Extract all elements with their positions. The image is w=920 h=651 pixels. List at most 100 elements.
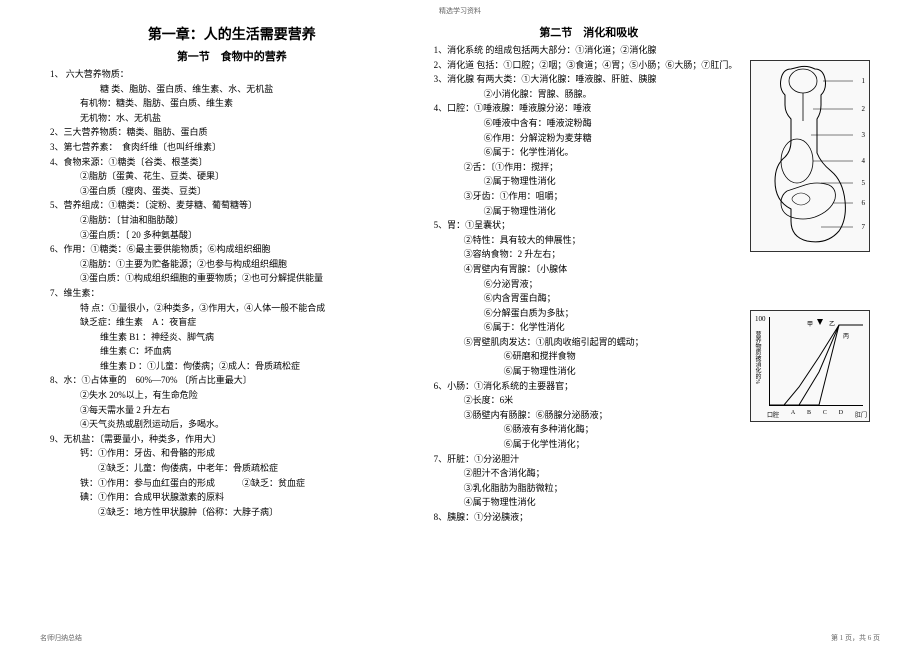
text-line: 3、第七营养素： 食肉纤维〔也叫纤维素〕 bbox=[50, 141, 414, 154]
text-line: ⑥肠液有多种消化酶； bbox=[434, 423, 744, 436]
text-line: 6、作用：①糖类：⑥最主要供能物质；⑥构成组织细胞 bbox=[50, 243, 414, 256]
text-line: 无机物：水、无机盐 bbox=[50, 112, 414, 125]
text-line: ②特性：具有较大的伸展性； bbox=[434, 234, 744, 247]
right-section-title: 第二节 消化和吸收 bbox=[434, 24, 744, 40]
page-container: 第一章：人的生活需要营养 第一节 食物中的营养 1、 六大营养物质： 糖 类、脂肪… bbox=[0, 16, 920, 526]
text-line: ②缺乏：儿童：佝偻病，中老年：骨质疏松症 bbox=[50, 462, 414, 475]
text-line: 2、消化道 包括：①口腔；②咽；③食道；④胃；⑤小肠；⑥大肠；⑦肛门。 bbox=[434, 59, 744, 72]
text-line: 有机物：糖类、脂肪、蛋白质、维生素 bbox=[50, 97, 414, 110]
text-line: 钙：①作用：牙齿、和骨骼的形成 bbox=[50, 447, 414, 460]
text-line: ②失水 20%以上，有生命危险 bbox=[50, 389, 414, 402]
text-line: 8、水：①占体重的 60%—70% 〔所占比重最大〕 bbox=[50, 374, 414, 387]
digestion-chart: 100 营养物质被消化的% 甲 乙 丙 口腔 A B C bbox=[750, 310, 870, 422]
text-line: ⑤胃壁肌肉发达：①肌肉收缩引起胃的蠕动； bbox=[434, 336, 744, 349]
text-line: ③蛋白质：〔 20 多种氨基酸〕 bbox=[50, 229, 414, 242]
text-line: ③蛋白质〔瘦肉、蛋类、豆类〕 bbox=[50, 185, 414, 198]
text-line: 7、维生素： bbox=[50, 287, 414, 300]
text-line: ⑥属于物理性消化 bbox=[434, 365, 744, 378]
text-line: ②脂肪：〔甘油和脂肪酸〕 bbox=[50, 214, 414, 227]
anatomy-label-3: 3 bbox=[862, 131, 866, 139]
xlabel: 口腔 bbox=[767, 410, 779, 419]
chart-letter-jia: 甲 bbox=[807, 319, 813, 328]
text-line: ②属于物理性消化 bbox=[434, 205, 744, 218]
right-column: 第二节 消化和吸收 1、消化系统 的组成包括两大部分：①消化道；②消化腺 2、消化… bbox=[424, 20, 880, 526]
xlabel: C bbox=[823, 410, 827, 419]
right-images: 1 2 3 4 5 6 7 100 营养物质被消化的% bbox=[744, 20, 870, 526]
anatomy-label-1: 1 bbox=[862, 77, 866, 85]
text-line: ②缺乏：地方性甲状腺肿〔俗称：大脖子病〕 bbox=[50, 506, 414, 519]
text-line: ②小消化腺：胃腺、肠腺。 bbox=[434, 88, 744, 101]
right-content: 1、消化系统 的组成包括两大部分：①消化道；②消化腺 2、消化道 包括：①口腔；②… bbox=[434, 44, 744, 524]
text-line: ⑥属于化学性消化； bbox=[434, 438, 744, 451]
anatomy-label-4: 4 bbox=[862, 157, 866, 165]
text-line: 1、 六大营养物质： bbox=[50, 68, 414, 81]
text-line: ③容纳食物：2 升左右； bbox=[434, 248, 744, 261]
footer: 名师归纳总结 第 1 页，共 6 页 bbox=[40, 633, 880, 643]
text-line: 3、消化腺 有两大类：①大消化腺：唾液腺、肝脏、胰腺 bbox=[434, 73, 744, 86]
text-line: 9、无机盐：〔需要量小，种类多，作用大〕 bbox=[50, 433, 414, 446]
text-line: ③肠壁内有肠腺：⑥肠腺分泌肠液； bbox=[434, 409, 744, 422]
text-line: ②长度：6米 bbox=[434, 394, 744, 407]
text-line: 4、口腔：①唾液腺：唾液腺分泌：唾液 bbox=[434, 102, 744, 115]
left-column: 第一章：人的生活需要营养 第一节 食物中的营养 1、 六大营养物质： 糖 类、脂肪… bbox=[40, 20, 424, 526]
text-line: ②胆汁不含消化酶； bbox=[434, 467, 744, 480]
text-line: 5、胃：①呈囊状； bbox=[434, 219, 744, 232]
xlabel: 肛门 bbox=[855, 410, 867, 419]
text-line: 碘：①作用：合成甲状腺激素的原料 bbox=[50, 491, 414, 504]
text-line: ④属于物理性消化 bbox=[434, 496, 744, 509]
chart-letter-yi: 乙 bbox=[829, 319, 835, 328]
text-line: 5、营养组成：①糖类：〔淀粉、麦芽糖、葡萄糖等〕 bbox=[50, 199, 414, 212]
anatomy-diagram: 1 2 3 4 5 6 7 bbox=[750, 60, 870, 252]
chapter-title: 第一章：人的生活需要营养 bbox=[50, 24, 414, 44]
text-line: ③蛋白质：①构成组织细胞的重要物质；②也可分解提供能量 bbox=[50, 272, 414, 285]
text-line: 维生素 B1 ：神经炎、脚气病 bbox=[50, 331, 414, 344]
text-line: ⑥分泌胃液； bbox=[434, 278, 744, 291]
xlabel: D bbox=[839, 410, 843, 419]
left-content: 1、 六大营养物质： 糖 类、脂肪、蛋白质、维生素、水、无机盐有机物：糖类、脂肪、… bbox=[50, 68, 414, 518]
text-line: 特 点：①量很小，②种类多，③作用大，④人体一般不能合成 bbox=[50, 302, 414, 315]
text-line: ④胃壁内有胃腺：〔小腺体 bbox=[434, 263, 744, 276]
text-line: 6、小肠：①消化系统的主要器官； bbox=[434, 380, 744, 393]
text-line: ⑥作用：分解淀粉为麦芽糖 bbox=[434, 132, 744, 145]
text-line: ⑥唾液中含有：唾液淀粉酶 bbox=[434, 117, 744, 130]
text-line: ⑥属于：化学性消化 bbox=[434, 321, 744, 334]
text-line: 缺乏症：维生素 A ：夜盲症 bbox=[50, 316, 414, 329]
text-line: ③每天需水量 2 升左右 bbox=[50, 404, 414, 417]
footer-left: 名师归纳总结 bbox=[40, 633, 82, 643]
xlabel: A bbox=[791, 410, 795, 419]
footer-right: 第 1 页，共 6 页 bbox=[831, 633, 880, 643]
anatomy-label-7: 7 bbox=[862, 223, 866, 231]
text-line: ③牙齿：①作用：咀嚼； bbox=[434, 190, 744, 203]
text-line: ③乳化脂肪为脂肪微粒； bbox=[434, 482, 744, 495]
anatomy-label-2: 2 bbox=[862, 105, 866, 113]
text-line: 铁：①作用：参与血红蛋白的形成 ②缺乏：贫血症 bbox=[50, 477, 414, 490]
chart-ymax: 100 bbox=[755, 315, 766, 323]
text-line: ⑥研磨和搅拌食物 bbox=[434, 350, 744, 363]
text-line: 维生素 D ：①儿童：佝偻病；②成人：骨质疏松症 bbox=[50, 360, 414, 373]
x-axis bbox=[769, 405, 863, 406]
text-line: 糖 类、脂肪、蛋白质、维生素、水、无机盐 bbox=[50, 83, 414, 96]
text-line: 1、消化系统 的组成包括两大部分：①消化道；②消化腺 bbox=[434, 44, 744, 57]
xlabel: B bbox=[807, 410, 811, 419]
text-line: 2、三大营养物质：糖类、脂肪、蛋白质 bbox=[50, 126, 414, 139]
text-line: 8、胰腺：①分泌胰液； bbox=[434, 511, 744, 524]
chart-letter-bing: 丙 bbox=[843, 331, 849, 340]
anatomy-label-5: 5 bbox=[862, 179, 866, 187]
text-line: 7、肝脏：①分泌胆汁 bbox=[434, 453, 744, 466]
text-line: ④天气炎热或剧烈运动后，多喝水。 bbox=[50, 418, 414, 431]
text-line: ②脂肪：①主要为贮备能源；②也参与构成组织细胞 bbox=[50, 258, 414, 271]
text-line: ⑥属于：化学性消化。 bbox=[434, 146, 744, 159]
text-line: 维生素 C：坏血病 bbox=[50, 345, 414, 358]
left-section-title: 第一节 食物中的营养 bbox=[50, 48, 414, 64]
text-line: ②舌：〔①作用：搅拌； bbox=[434, 161, 744, 174]
text-line: ⑥分解蛋白质为多肽； bbox=[434, 307, 744, 320]
text-line: ②属于物理性消化 bbox=[434, 175, 744, 188]
header-note: 精选学习资料 bbox=[0, 0, 920, 16]
text-line: ⑥内含胃蛋白酶； bbox=[434, 292, 744, 305]
anatomy-label-6: 6 bbox=[862, 199, 866, 207]
text-line: 4、食物来源：①糖类〔谷类、根茎类〕 bbox=[50, 156, 414, 169]
text-line: ②脂肪〔蛋黄、花生、豆类、硬果〕 bbox=[50, 170, 414, 183]
chart-ylabel: 营养物质被消化的% bbox=[753, 331, 762, 384]
chart-xlabels: 口腔 A B C D 肛门 bbox=[767, 410, 867, 419]
right-text: 第二节 消化和吸收 1、消化系统 的组成包括两大部分：①消化道；②消化腺 2、消化… bbox=[434, 20, 744, 526]
